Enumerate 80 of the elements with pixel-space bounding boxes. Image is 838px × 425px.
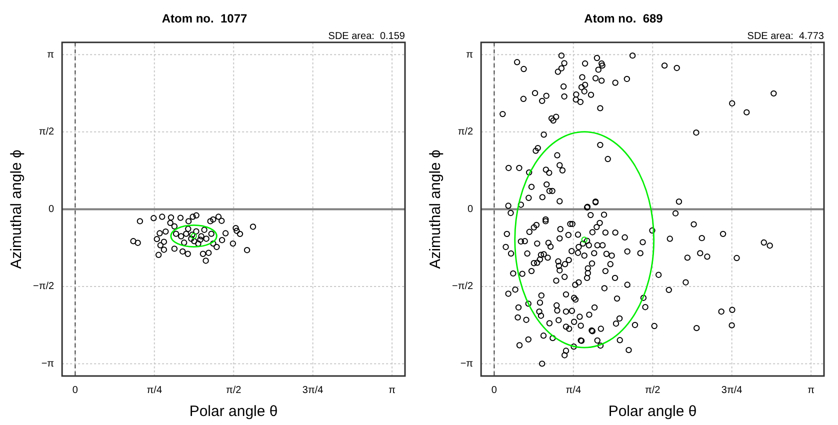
- point: [193, 212, 200, 218]
- y-tick-label: 0: [468, 204, 474, 215]
- point: [130, 238, 136, 244]
- y-tick-label: π: [47, 49, 54, 60]
- point: [200, 250, 206, 257]
- y-axis-title: Azimuthal angle ϕ: [8, 150, 26, 269]
- point: [156, 230, 163, 236]
- x-tick-label: 3π/4: [721, 384, 743, 396]
- y-tick-label: −π/2: [452, 281, 474, 292]
- point: [183, 230, 190, 237]
- point: [190, 214, 196, 220]
- x-tick-label: 0: [491, 384, 498, 396]
- point: [167, 220, 174, 226]
- point: [136, 218, 144, 224]
- point: [188, 236, 194, 242]
- x-axis-title: Polar angle θ: [608, 403, 697, 420]
- point: [134, 240, 141, 246]
- point: [197, 236, 204, 243]
- x-tick-label: 3π/4: [302, 384, 324, 396]
- point: [154, 236, 160, 242]
- y-tick-label: π: [466, 49, 474, 60]
- x-tick-label: π: [388, 384, 396, 396]
- x-tick-label: π/4: [146, 384, 162, 396]
- point: [232, 224, 239, 232]
- y-tick-label: −π/2: [32, 281, 55, 292]
- point: [157, 242, 164, 248]
- point: [230, 240, 236, 247]
- point: [172, 230, 180, 237]
- point: [177, 214, 184, 221]
- point: [193, 228, 200, 234]
- point: [156, 252, 162, 258]
- y-axis-title: Azimuthal angle ϕ: [427, 150, 444, 269]
- y-tick-label: −π: [460, 358, 474, 370]
- point: [214, 244, 220, 250]
- point: [218, 237, 226, 244]
- point: [250, 224, 256, 230]
- point: [207, 218, 214, 224]
- chart-title: Atom no. 1077: [162, 12, 248, 26]
- point: [160, 246, 168, 253]
- x-tick-label: π/2: [226, 384, 242, 396]
- point: [160, 238, 168, 245]
- x-tick-label: π/4: [566, 384, 582, 396]
- point: [168, 214, 174, 221]
- point: [208, 230, 214, 237]
- point: [210, 240, 216, 247]
- point: [180, 248, 186, 255]
- point: [185, 218, 192, 224]
- y-tick-label: 0: [48, 204, 55, 215]
- point: [198, 233, 204, 240]
- point: [203, 236, 210, 242]
- point: [206, 250, 212, 256]
- point: [178, 233, 184, 240]
- chart-title: Atom no. 689: [584, 12, 664, 26]
- y-tick-label: π/2: [458, 126, 474, 138]
- point: [222, 230, 229, 236]
- point: [218, 218, 225, 224]
- point: [215, 214, 222, 220]
- y-tick-label: π/2: [38, 126, 55, 138]
- text: SDE area: 0.159: [328, 31, 406, 42]
- point: [185, 226, 192, 232]
- x-tick-label: π/2: [644, 384, 661, 396]
- point: [191, 238, 198, 244]
- y-tick-label: −π: [41, 358, 54, 370]
- point: [184, 250, 191, 257]
- point: [171, 246, 178, 252]
- point: [210, 216, 216, 223]
- x-axis-title: Polar angle θ: [189, 403, 278, 420]
- point: [181, 240, 188, 246]
- point: [236, 230, 244, 238]
- text: SDE area: 4.773: [747, 31, 824, 42]
- point: [171, 223, 178, 230]
- point: [201, 226, 208, 233]
- point: [159, 214, 166, 220]
- point: [234, 228, 240, 234]
- point: [150, 215, 157, 222]
- x-tick-label: π: [808, 384, 815, 396]
- x-tick-label: 0: [72, 384, 78, 396]
- point: [202, 258, 209, 264]
- point: [162, 228, 169, 235]
- point: [244, 246, 250, 254]
